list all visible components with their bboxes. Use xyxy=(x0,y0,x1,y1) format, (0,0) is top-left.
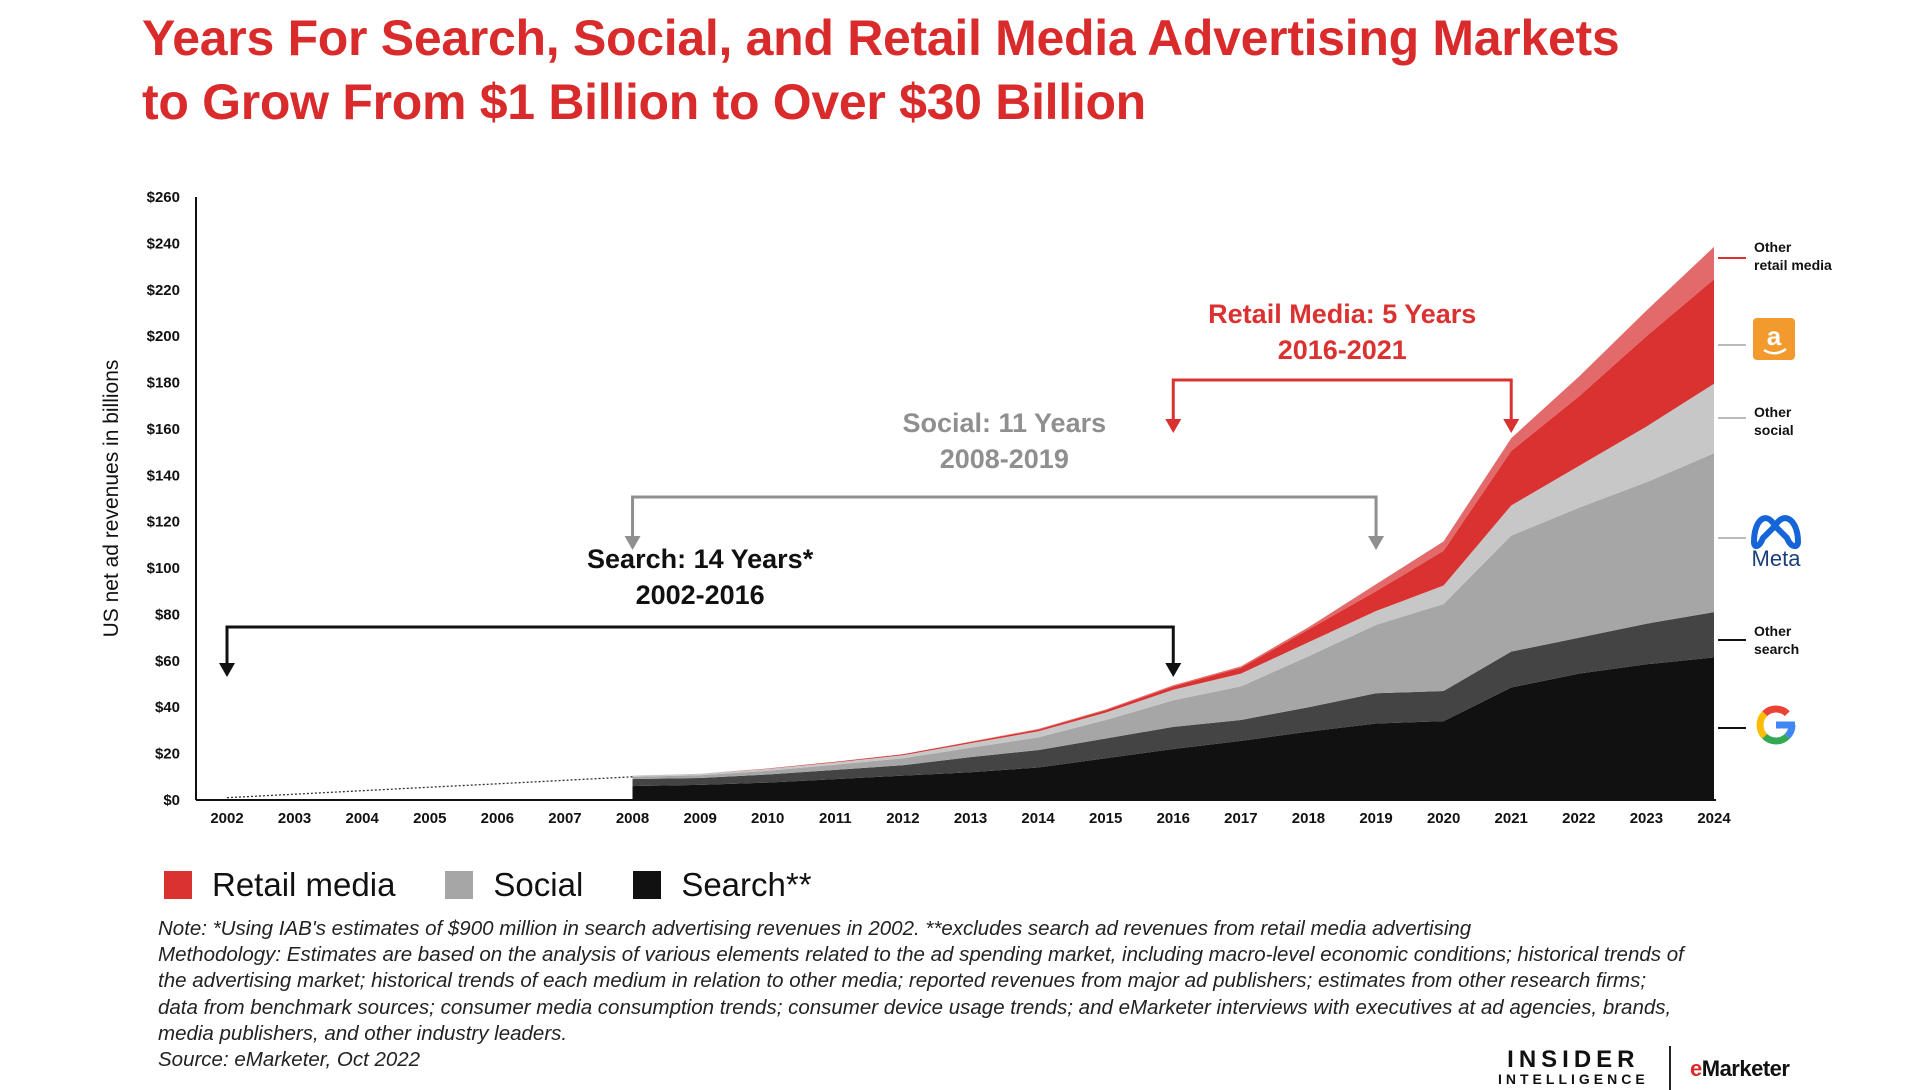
meta-icon xyxy=(1751,515,1801,550)
x-tick-label: 2014 xyxy=(1021,810,1055,827)
y-tick-label: $40 xyxy=(155,699,180,716)
x-tick-label: 2016 xyxy=(1157,810,1190,827)
amazon-icon-smile xyxy=(1763,347,1787,355)
x-tick-label: 2023 xyxy=(1630,810,1663,827)
y-tick-label: $180 xyxy=(147,375,180,392)
legend-label-retail-media: Retail media xyxy=(212,866,396,903)
legend-swatch-retail-media xyxy=(164,871,192,899)
legend-label-search: Search** xyxy=(681,866,812,903)
insider-logo-line-1: INSIDER xyxy=(1507,1046,1640,1073)
x-tick-label: 2003 xyxy=(278,810,311,827)
insider-logo-line-2: INTELLIGENCE xyxy=(1498,1071,1649,1087)
x-tick-label: 2020 xyxy=(1427,810,1460,827)
x-tick-label: 2006 xyxy=(481,810,514,827)
bracket-retail-media-line xyxy=(1171,378,1513,423)
y-tick-label: $240 xyxy=(147,235,180,252)
y-tick-label: $0 xyxy=(163,792,180,809)
x-tick-label: 2017 xyxy=(1224,810,1257,827)
x-tick-label: 2010 xyxy=(751,810,784,827)
bracket-search-arrowhead xyxy=(219,663,235,677)
area-series-other-social xyxy=(632,383,1714,777)
x-tick-label: 2008 xyxy=(616,810,649,827)
x-tick-label: 2024 xyxy=(1697,810,1731,827)
legend-item-search: Search** xyxy=(633,866,812,904)
x-tick-label: 2013 xyxy=(954,810,987,827)
google-icon-arc xyxy=(1762,733,1790,745)
stacked-area-chart: US net ad revenues in billions $0 $20 $40 $6… xyxy=(100,189,1832,827)
x-tick-label: 2019 xyxy=(1359,810,1392,827)
x-tick-label: 2015 xyxy=(1089,810,1122,827)
legend-swatch-search xyxy=(633,871,662,899)
footnotes: Note: *Using IAB's estimates of $900 mil… xyxy=(158,916,1858,1073)
x-tick-label: 2021 xyxy=(1495,810,1528,827)
bracket-search-label: 2002-2016 xyxy=(636,580,765,610)
right-label-other-search-text: search xyxy=(1754,641,1799,657)
x-tick-label: 2022 xyxy=(1562,810,1595,827)
x-tick-label: 2018 xyxy=(1292,810,1325,827)
bracket-social-label: Social: 11 Years xyxy=(902,408,1106,438)
google-icon-arc xyxy=(1756,711,1768,739)
amazon-icon-glyph: a xyxy=(1767,321,1782,351)
emarketer-logo-rest: Marketer xyxy=(1701,1056,1790,1081)
methodology-line: media publishers, and other industry lea… xyxy=(158,1021,568,1045)
note-line: Note: *Using IAB's estimates of $900 mil… xyxy=(158,917,1472,940)
bracket-social-line xyxy=(631,495,1378,540)
y-tick-label: $120 xyxy=(147,514,180,531)
y-axis-label: US net ad revenues in billions xyxy=(100,360,123,638)
bracket-retail-media-label: 2016-2021 xyxy=(1278,335,1407,365)
right-label-other-retail-media-text: retail media xyxy=(1754,257,1832,273)
bracket-retail-media-label: Retail Media: 5 Years xyxy=(1208,299,1476,329)
y-tick-label: $20 xyxy=(155,746,180,763)
y-tick-label: $80 xyxy=(155,606,180,623)
y-tick-label: $260 xyxy=(147,189,180,206)
bracket-search-line xyxy=(225,625,1175,667)
y-tick-label: $160 xyxy=(147,421,180,438)
area-series-google xyxy=(632,657,1714,800)
y-tick-label: $220 xyxy=(147,282,180,299)
right-label-other-social-text: social xyxy=(1754,422,1794,438)
x-tick-label: 2007 xyxy=(548,810,581,827)
methodology-line: the advertising market; historical trend… xyxy=(158,969,1647,993)
bracket-search-arrowhead xyxy=(1165,663,1182,677)
x-tick-label: 2005 xyxy=(413,810,446,827)
bracket-retail-media-arrowhead xyxy=(1503,419,1520,433)
right-label-other-search-text: Other xyxy=(1754,623,1792,639)
right-label-other-retail-media-text: Other xyxy=(1754,239,1792,255)
bracket-social-arrowhead xyxy=(1368,536,1385,550)
bracket-social-label: 2008-2019 xyxy=(940,444,1069,474)
x-tick-label: 2004 xyxy=(345,810,379,827)
chart-title-line-2: to Grow From $1 Billion to Over $30 Bill… xyxy=(142,74,1146,130)
methodology-line: data from benchmark sources; consumer me… xyxy=(158,995,1672,1019)
x-tick-label: 2009 xyxy=(683,810,716,827)
x-tick-label: 2002 xyxy=(210,810,243,827)
chart-title: Years For Search, Social, and Retail Med… xyxy=(142,6,1862,134)
legend-label-social: Social xyxy=(493,866,584,903)
y-tick-label: $100 xyxy=(147,560,180,577)
logo-divider xyxy=(1669,1046,1671,1090)
insider-intelligence-logo: INSIDER INTELLIGENCE xyxy=(1498,1046,1649,1087)
bracket-search-label: Search: 14 Years* xyxy=(587,544,814,574)
legend-item-retail-media: Retail media xyxy=(164,866,395,904)
area-series-meta xyxy=(632,453,1714,780)
methodology-line: Methodology: Estimates are based on the … xyxy=(158,943,1684,967)
emarketer-logo: eMarketer xyxy=(1690,1056,1790,1082)
y-tick-label: $60 xyxy=(155,653,180,670)
x-tick-label: 2011 xyxy=(819,810,852,827)
legend-item-social: Social xyxy=(445,866,583,904)
emarketer-logo-e: e xyxy=(1690,1056,1702,1081)
right-label-other-social-text: Other xyxy=(1754,404,1792,420)
legend: Retail media Social Search** xyxy=(164,866,862,904)
y-tick-label: $200 xyxy=(147,328,180,345)
bracket-social-arrowhead xyxy=(624,536,641,550)
source-line: Source: eMarketer, Oct 2022 xyxy=(158,1048,421,1072)
y-tick-label: $140 xyxy=(147,467,180,484)
x-tick-label: 2012 xyxy=(886,810,919,827)
legend-swatch-social xyxy=(445,871,474,899)
early-search-dotted-line xyxy=(226,776,633,799)
right-label-meta-text: Meta xyxy=(1752,546,1802,571)
chart-title-line-1: Years For Search, Social, and Retail Med… xyxy=(142,10,1620,66)
bracket-retail-media-arrowhead xyxy=(1165,419,1182,433)
google-icon-arc xyxy=(1762,705,1790,717)
